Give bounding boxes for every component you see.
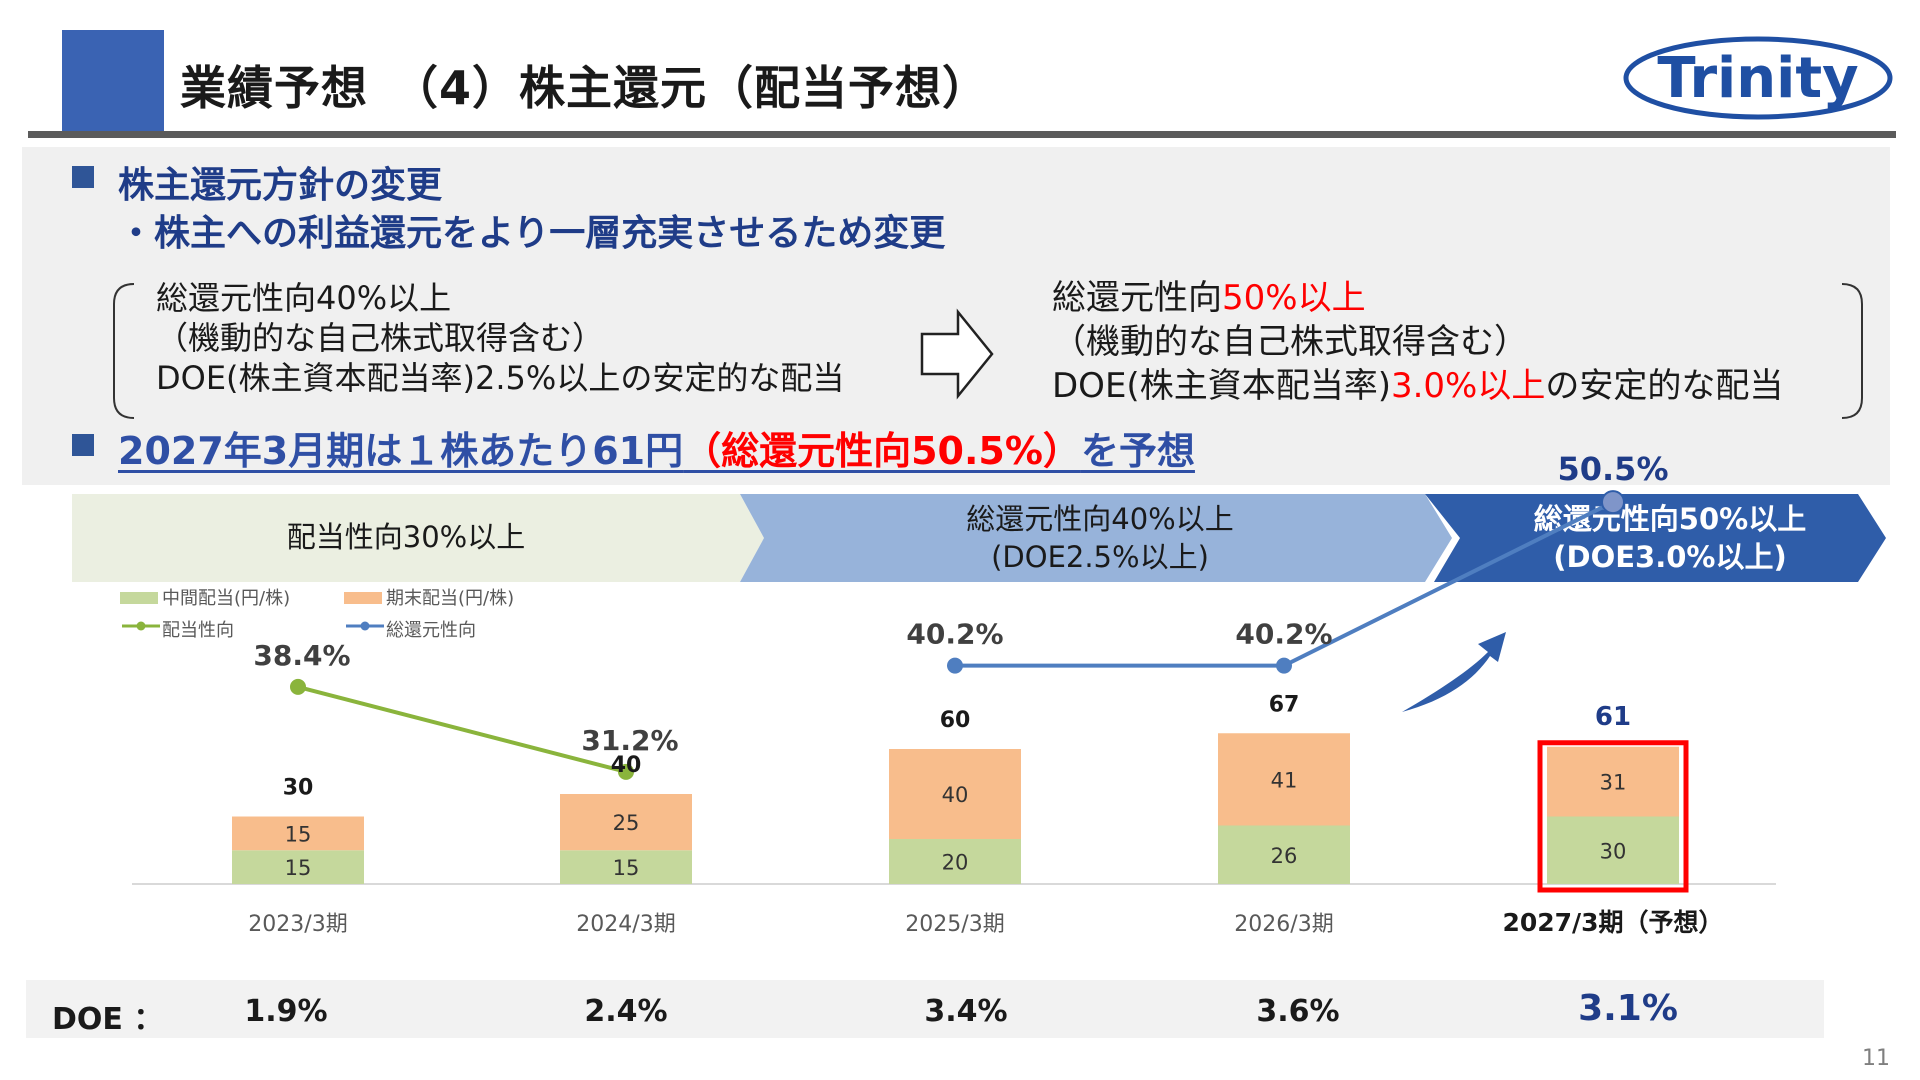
forecast-heading: 2027年3月期は１株あたり61円（総還元性向50.5%）を予想 (118, 429, 1195, 473)
total-return-ratio-point-4 (1601, 490, 1625, 515)
bar-yearend-1 (560, 794, 692, 851)
x-tick-label-2: 2025/3期 (905, 912, 1004, 937)
phase-banner (72, 494, 1886, 582)
doe-value-3: 3.6% (1256, 994, 1340, 1029)
policy-after-line1-red: 50%以上 (1222, 278, 1366, 318)
bar-label-yearend-3: 41 (1271, 768, 1298, 792)
x-tick-label-4: 2027/3期（予想） (1502, 908, 1723, 937)
bar-interim-4 (1547, 816, 1679, 884)
phase-shape-1 (72, 494, 764, 582)
policy-before-line3: DOE(株主資本配当率)2.5%以上の安定的な配当 (156, 359, 845, 397)
bar-label-yearend-4: 31 (1600, 771, 1627, 795)
policy-before-line2: （機動的な自己株式取得含む） (156, 319, 605, 357)
x-tick-label-1: 2024/3期 (576, 912, 675, 937)
payout-ratio-point-1 (618, 763, 634, 780)
x-tick-label-0: 2023/3期 (248, 912, 347, 937)
bar-total-label-3: 67 (1269, 692, 1300, 717)
legend-label-payout: 配当性向 (162, 620, 234, 641)
bar-label-interim-1: 15 (613, 856, 640, 880)
total-return-ratio-label-4: 50.5% (1557, 450, 1668, 488)
x-tick-label-3: 2026/3期 (1234, 912, 1333, 937)
bar-label-interim-3: 26 (1271, 844, 1298, 868)
page-title: 業績予想 （4）株主還元（配当予想） (180, 61, 990, 115)
total-return-ratio-point-2 (947, 657, 963, 674)
bar-total-label-1: 40 (611, 753, 642, 778)
bar-yearend-3 (1218, 733, 1350, 826)
doe-value-2: 3.4% (924, 994, 1008, 1029)
policy-after-line2: （機動的な自己株式取得含む） (1052, 322, 1528, 362)
doe-value-4: 3.1% (1578, 988, 1678, 1029)
title-accent-block (62, 30, 164, 132)
bar-total-label-2: 60 (940, 708, 971, 733)
bar-interim-1 (560, 850, 692, 884)
payout-ratio-label-1: 31.2% (581, 724, 678, 757)
bars-layer (132, 733, 1776, 893)
bar-label-yearend-1: 25 (613, 811, 640, 835)
policy-subheading: ・株主への利益還元をより一層充実させるため変更 (118, 213, 946, 254)
doe-row (26, 980, 1824, 1038)
policy-after: 総還元性向50%以上 （機動的な自己株式取得含む） DOE(株主資本配当率)3.… (1052, 276, 1783, 408)
bar-interim-0 (232, 850, 364, 884)
change-arrow-icon (920, 308, 994, 400)
policy-after-line3-suffix: の安定的な配当 (1545, 366, 1784, 406)
phase-shape-3 (1425, 494, 1886, 582)
legend-swatch-interim (120, 592, 158, 604)
payout-ratio-line (297, 684, 627, 774)
lines-layer (290, 490, 1625, 780)
total-return-ratio-point-3 (1276, 657, 1292, 674)
phase-shape-2 (740, 494, 1452, 582)
policy-before: 総還元性向40%以上 （機動的な自己株式取得含む） DOE(株主資本配当率)2.… (156, 278, 844, 398)
right-bracket (1841, 283, 1863, 419)
payout-ratio-label-0: 38.4% (253, 639, 350, 672)
payout-ratio-point-0 (290, 678, 306, 695)
bar-label-interim-0: 15 (285, 856, 312, 880)
bar-total-label-4: 61 (1595, 702, 1631, 732)
bar-interim-2 (889, 839, 1021, 884)
policy-after-line1-prefix: 総還元性向 (1052, 278, 1222, 318)
policy-after-line3-red: 3.0%以上 (1390, 366, 1546, 406)
legend-swatch-yearend (344, 592, 382, 604)
bar-yearend-4 (1547, 746, 1679, 817)
policy-panel (22, 147, 1890, 485)
total-return-ratio-label-2: 40.2% (906, 618, 1003, 651)
policy-heading-bullet (72, 166, 94, 192)
trinity-logo: Trinity (1623, 36, 1893, 120)
bar-label-yearend-2: 40 (942, 783, 969, 807)
bar-yearend-2 (889, 749, 1021, 839)
total-return-ratio-label-3: 40.2% (1235, 618, 1332, 651)
phase-label-1: 配当性向30%以上 (286, 520, 526, 554)
bar-total-label-0: 30 (283, 776, 314, 801)
bar-yearend-0 (232, 816, 364, 851)
forecast-heading-bullet (72, 434, 94, 460)
phase-label-3: 総還元性向50%以上 (DOE3.0%以上) (1533, 502, 1807, 574)
growth-arrow-icon (1402, 632, 1506, 712)
page-number: 11 (1862, 1046, 1890, 1071)
legend-swatch-total-return (346, 621, 384, 631)
labels-layer: 15 15 30 2023/3期 15 25 40 2024/3期 20 40 60 2025/3期 2… (248, 450, 1723, 937)
bar-label-interim-2: 20 (942, 851, 969, 875)
dividend-chart: 15 15 30 2023/3期 15 25 40 2024/3期 20 40 60 2025/3期 2… (132, 450, 1776, 937)
bar-label-interim-4: 30 (1600, 839, 1627, 863)
logo-text: Trinity (1657, 46, 1858, 111)
title-divider (28, 131, 1896, 138)
legend-label-total-return: 総還元性向 (386, 620, 476, 641)
policy-heading: 株主還元方針の変更 (118, 165, 443, 206)
doe-value-1: 2.4% (584, 994, 668, 1029)
doe-label: DOE ： (52, 1002, 164, 1037)
phase-label-2: 総還元性向40%以上 (DOE2.5%以上) (966, 502, 1234, 574)
highlight-box (1537, 740, 1689, 893)
policy-before-line1: 総還元性向40%以上 (156, 279, 452, 317)
legend-label-yearend: 期末配当(円/株) (386, 588, 515, 609)
bar-interim-3 (1218, 825, 1350, 884)
legend-swatch-payout (122, 621, 160, 631)
bar-label-yearend-0: 15 (285, 822, 312, 846)
legend-label-interim: 中間配当(円/株) (162, 588, 291, 609)
policy-after-line3-prefix: DOE(株主資本配当率) (1052, 366, 1391, 406)
doe-value-0: 1.9% (244, 994, 328, 1029)
left-bracket (113, 283, 135, 419)
